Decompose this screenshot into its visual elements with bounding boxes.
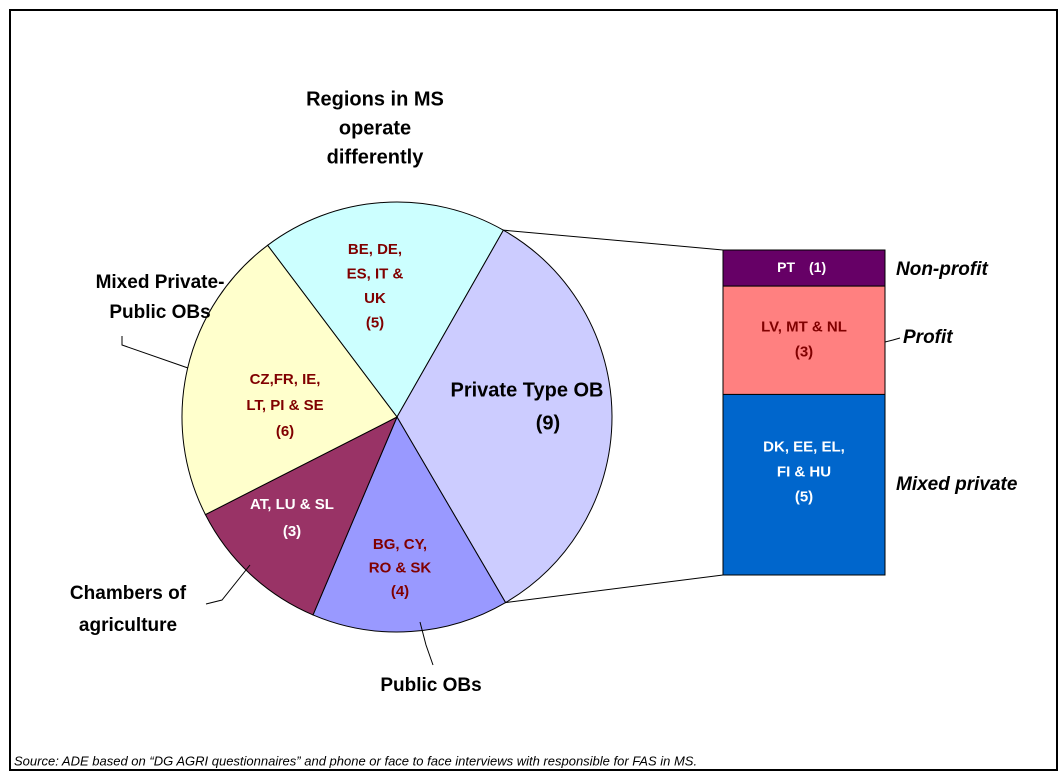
value-label: (6) [276,423,294,440]
bar-label: DK, EE, EL, [763,439,845,456]
category-label: differently [327,146,425,168]
category-label: agriculture [79,615,177,636]
category-label: Private Type OB [450,379,603,401]
value-label: (9) [536,412,560,434]
source: Source: ADE based on “DG AGRI questionna… [14,753,697,768]
bar-segment [722,249,886,287]
slice-label: RO & SK [369,559,432,576]
connector [505,574,724,604]
pie-slice [266,201,505,418]
pie-slice [312,415,507,633]
category-label: Regions in MS [306,88,444,110]
slice-label: BE, DE, [348,241,402,258]
pie-slice [181,244,398,516]
slice-label: CZ,FR, IE, [250,371,321,388]
bar-label: PT [777,259,795,275]
slice-label: AT, LU & SL [250,496,334,513]
slice-label: LT, PI & SE [246,397,323,414]
value-label: (3) [283,523,301,540]
leader-line [884,337,901,343]
bar-segment [722,393,886,576]
slice-label: BG, CY, [373,536,427,553]
bar-category-label: Profit [903,327,953,348]
bar-label: FI & HU [777,464,831,481]
value-label: (4) [391,583,409,600]
leader-line [419,621,434,666]
slice-label: ES, IT & [347,265,404,282]
slice-label: UK [364,290,386,307]
leader-line [205,564,251,605]
category-label: Mixed Private- [96,272,225,293]
bar-label: LV, MT & NL [761,319,847,336]
value-label: (5) [366,314,384,331]
bar-value-label: (1) [809,259,826,275]
bar-segment [722,285,886,395]
category-label: Public OBs [380,675,481,696]
bar-value-label: (3) [795,344,813,361]
bar-value-label: (5) [795,489,813,506]
connector [503,229,724,251]
pie-slice [396,229,613,604]
pie-slice [204,415,398,616]
category-label: Chambers of [70,583,187,604]
category-label: operate [339,117,411,139]
category-label: Public OBs [109,302,210,323]
leader-line [121,336,189,369]
bar-category-label: Non-profit [896,259,988,280]
bar-category-label: Mixed private [896,474,1018,495]
